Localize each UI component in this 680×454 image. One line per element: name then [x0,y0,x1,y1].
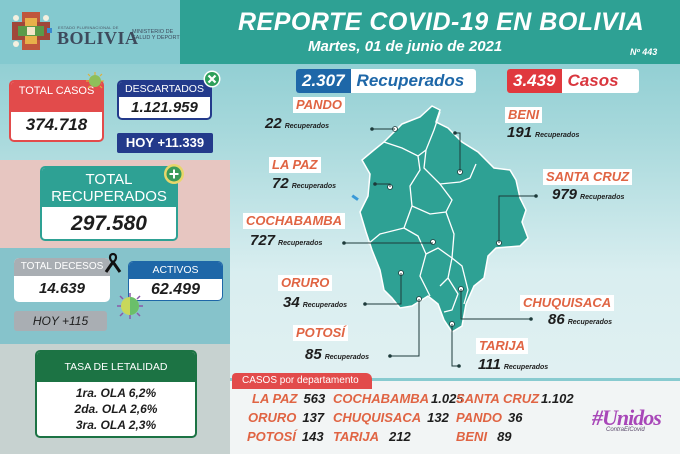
daily-casos-badge: 3.439 Casos [507,69,639,93]
total-decesos-label: TOTAL DECESOS [14,258,110,276]
logo-area: ESTADO PLURINACIONAL DE BOLIVIA MINISTER… [0,0,187,64]
dept-recuperados-pando: 22 Recuperados [265,115,330,132]
total-casos-value: 374.718 [25,115,88,134]
virus-icon [86,72,104,89]
ministry-text: MINISTERIO DE SALUD Y DEPORTES [132,29,188,41]
activos-value: 62.499 [151,281,200,298]
casos-item: COCHABAMBA 1.025 [333,391,464,406]
casos-item: CHUQUISACA 132 [333,410,449,425]
dept-name-tarija: TARIJA [476,338,528,354]
dept-name-santa-cruz: SANTA CRUZ [543,169,633,185]
total-casos-label: TOTAL CASOS [11,82,102,112]
dept-recuperados-chuquisaca: 86 Recuperados [548,311,613,328]
letalidad-card: TASA DE LETALIDAD 1ra. OLA 6,2% 2da. OLA… [35,350,197,438]
report-date: Martes, 01 de junio de 2021 [308,38,503,55]
dept-name-cochabamba: COCHABAMBA [243,213,346,229]
header-band [180,0,680,64]
decesos-hoy: HOY +115 [14,311,107,331]
dept-recuperados-santa-cruz: 979 Recuperados [552,186,625,203]
plus-icon [164,164,184,184]
daily-casos-label: Casos [567,71,619,90]
dept-name-pando: PANDO [293,97,345,113]
virus-icon [117,293,143,319]
daily-recuperados-label: Recuperados [356,71,465,90]
descartados-hoy: HOY +11.339 [117,133,213,153]
casos-item: BENI 89 [456,429,512,444]
letalidad-row: 3ra. OLA 2,3% [75,418,157,432]
total-recuperados-card: TOTAL RECUPERADOS 297.580 [40,166,178,241]
dept-name-potosi: POTOSÍ [293,325,348,341]
descartados-value: 1.121.959 [131,99,198,116]
descartados-label: DESCARTADOS [119,82,210,97]
dept-name-la-paz: LA PAZ [269,157,321,173]
logo-bolivia-text: BOLIVIA [57,28,139,48]
casos-item: LA PAZ 563 [252,391,326,406]
casos-departamento-title: CASOS por departamento [232,373,372,389]
casos-item: SANTA CRUZ 1.102 [456,391,574,406]
daily-casos-value: 3.439 [507,69,562,93]
dept-recuperados-oruro: 34 Recuperados [283,294,348,311]
dept-name-chuquisaca: CHUQUISACA [520,295,615,311]
casos-item: ORURO 137 [248,410,325,425]
dept-recuperados-la-paz: 72 Recuperados [272,175,337,192]
logo-small-text: ESTADO PLURINACIONAL DE [58,25,119,30]
dept-name-beni: BENI [505,107,543,123]
x-check-icon [203,70,221,88]
dept-recuperados-cochabamba: 727 Recuperados [250,232,323,249]
dept-name-oruro: ORURO [278,275,333,291]
unidos-campaign-logo: #Unidos ContraElCovid [592,405,672,449]
activos-label: ACTIVOS [129,262,222,279]
report-number: Nº 443 [630,47,658,57]
daily-recuperados-badge: 2.307 Recuperados [296,69,476,93]
total-recuperados-value: 297.580 [71,212,147,235]
dept-recuperados-potosi: 85 Recuperados [305,346,370,363]
bolivia-emblem-icon [12,12,52,50]
letalidad-title: TASA DE LETALIDAD [37,352,195,382]
page-title: REPORTE COVID-19 EN BOLIVIA [238,8,645,36]
mourning-ribbon-icon [104,252,122,273]
total-decesos-value: 14.639 [39,280,85,297]
casos-departamento-panel [230,378,680,454]
campaign-sub: ContraElCovid [606,427,645,433]
campaign-hashtag: #Unidos [592,405,662,430]
casos-item: POTOSÍ 143 [247,429,324,444]
casos-item: TARIJA 212 [333,429,411,444]
total-recuperados-label: TOTAL RECUPERADOS [42,168,176,207]
bolivia-map [342,105,538,368]
activos-card: ACTIVOS 62.499 [128,261,223,301]
total-casos-card: TOTAL CASOS 374.718 [9,80,104,142]
dept-recuperados-tarija: 111 Recuperados [478,356,549,373]
total-decesos-card: TOTAL DECESOS 14.639 [14,258,110,302]
daily-recuperados-value: 2.307 [296,69,351,93]
descartados-card: DESCARTADOS 1.121.959 [117,80,212,120]
letalidad-row: 1ra. OLA 6,2% [75,386,157,400]
casos-item: PANDO 36 [456,410,523,425]
letalidad-row: 2da. OLA 2,6% [74,402,158,416]
dept-recuperados-beni: 191 Recuperados [507,124,580,141]
